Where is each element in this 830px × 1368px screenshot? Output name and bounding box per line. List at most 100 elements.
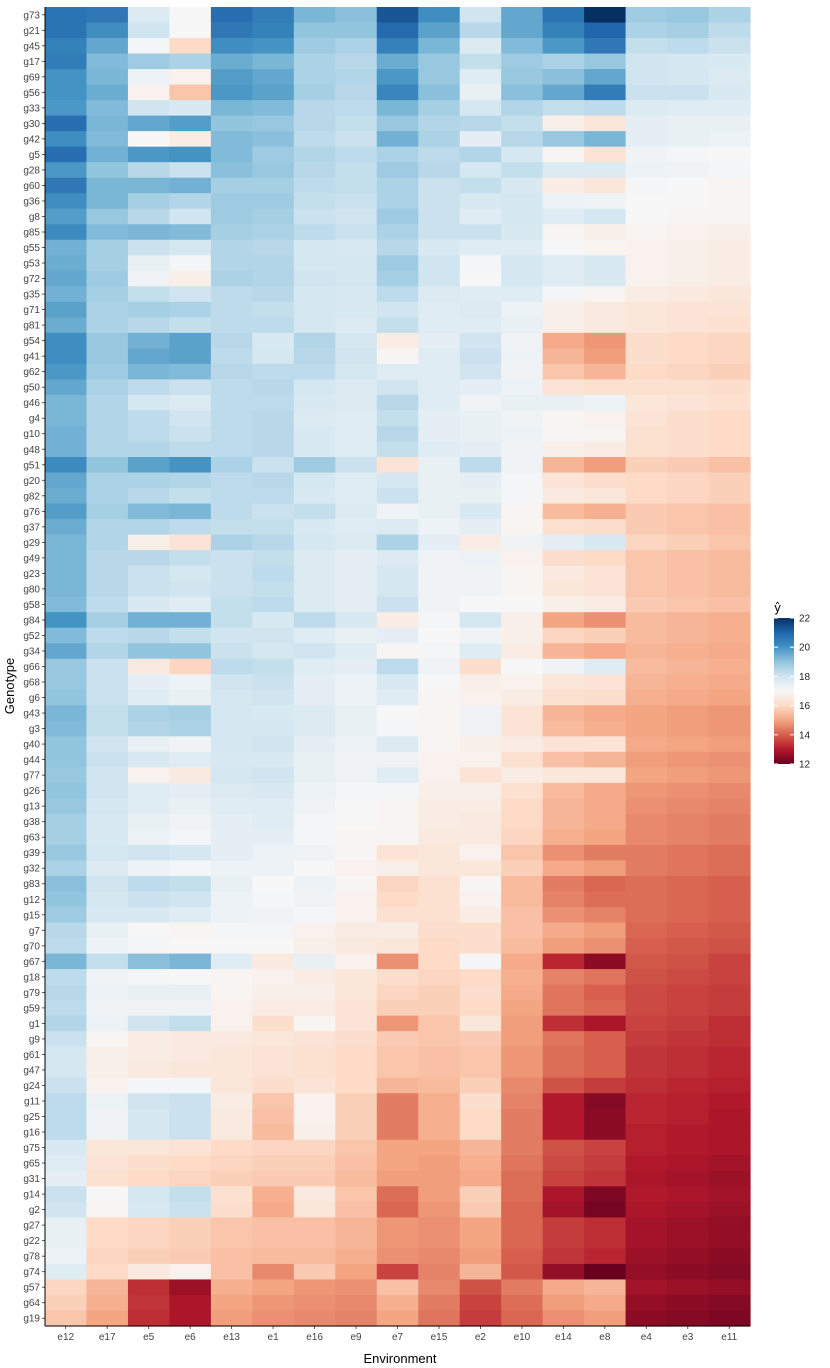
y-tick-label: g39: [23, 848, 40, 859]
heatmap-cell: [210, 782, 253, 799]
heatmap-cell: [667, 239, 710, 256]
heatmap-cell: [293, 332, 336, 349]
heatmap-cell: [335, 519, 378, 536]
heatmap-cell: [335, 1062, 378, 1079]
heatmap-cell: [45, 22, 88, 39]
heatmap-cell: [708, 1294, 751, 1312]
heatmap-cell: [86, 224, 129, 241]
heatmap-cell: [127, 550, 171, 567]
heatmap-cell: [667, 798, 710, 815]
heatmap-cell: [252, 425, 295, 443]
heatmap-cell: [376, 658, 419, 675]
heatmap-cell: [501, 1062, 544, 1079]
heatmap-cell: [625, 627, 668, 644]
heatmap-cell: [376, 177, 419, 194]
heatmap-cell: [625, 1170, 668, 1187]
heatmap-cell: [501, 1294, 544, 1312]
heatmap-cell: [418, 798, 461, 815]
heatmap-cell: [127, 674, 171, 691]
heatmap-cell: [708, 379, 751, 396]
heatmap-cell: [542, 255, 585, 272]
heatmap-cell: [625, 875, 668, 893]
heatmap-cell: [335, 612, 378, 629]
heatmap-cell: [418, 1139, 461, 1156]
y-tick-label: g13: [23, 802, 40, 813]
heatmap-cell: [210, 798, 253, 815]
heatmap-cell: [376, 69, 419, 86]
heatmap-cell: [252, 146, 295, 163]
heatmap-cell: [45, 146, 88, 163]
heatmap-cell: [501, 177, 544, 194]
heatmap-cell: [376, 394, 419, 412]
heatmap-cell: [584, 581, 627, 598]
heatmap-cell: [252, 829, 295, 846]
heatmap-cell: [210, 1046, 253, 1063]
heatmap-cell: [708, 239, 751, 256]
heatmap-cell: [501, 844, 544, 862]
heatmap-cell: [708, 1232, 751, 1250]
heatmap-cell: [625, 84, 668, 101]
heatmap-cell: [708, 115, 751, 132]
heatmap-cell: [708, 394, 751, 412]
heatmap-cell: [293, 984, 336, 1001]
heatmap-cell: [625, 891, 668, 908]
heatmap-cell: [127, 1217, 171, 1234]
heatmap-cell: [210, 348, 253, 365]
heatmap-cell: [210, 270, 253, 287]
heatmap-cell: [459, 565, 502, 582]
heatmap-cell: [86, 457, 129, 474]
heatmap-cell: [667, 1015, 710, 1032]
heatmap-cell: [459, 689, 502, 706]
heatmap-cell: [252, 813, 295, 831]
heatmap-cell: [625, 131, 668, 148]
heatmap-cell: [625, 1294, 668, 1312]
y-tick-label: g79: [23, 988, 40, 999]
y-tick-label: g57: [23, 1283, 40, 1294]
heatmap-cell: [252, 938, 295, 955]
heatmap-cell: [542, 301, 585, 318]
heatmap-cell: [418, 705, 461, 722]
heatmap-cell: [459, 394, 502, 412]
heatmap-cell: [252, 348, 295, 365]
x-tick-label: e10: [514, 1332, 531, 1343]
heatmap-cell: [667, 363, 710, 381]
heatmap-cell: [127, 208, 171, 225]
heatmap-cell: [45, 457, 88, 474]
heatmap-cell: [86, 1186, 129, 1203]
heatmap-cell: [584, 1248, 627, 1265]
heatmap-cell: [501, 115, 544, 132]
heatmap-cell: [252, 1077, 295, 1094]
heatmap-cell: [335, 457, 378, 474]
heatmap-cell: [335, 658, 378, 675]
heatmap-cell: [418, 394, 461, 412]
heatmap-cell: [542, 162, 585, 179]
heatmap-cell: [127, 875, 171, 893]
heatmap-cell: [376, 689, 419, 706]
heatmap-cell: [708, 425, 751, 443]
heatmap-cell: [210, 1077, 253, 1094]
heatmap-cell: [708, 782, 751, 799]
heatmap-cell: [625, 860, 668, 877]
heatmap-cell: [376, 488, 419, 505]
heatmap-cell: [542, 286, 585, 303]
heatmap-cell: [542, 488, 585, 505]
heatmap-cell: [501, 286, 544, 303]
heatmap-cell: [625, 1046, 668, 1063]
heatmap-cell: [127, 239, 171, 256]
heatmap-cell: [542, 643, 585, 660]
heatmap-cell: [169, 550, 212, 567]
heatmap-cell: [293, 1108, 336, 1125]
heatmap-cell: [459, 658, 502, 675]
heatmap-cell: [45, 1000, 88, 1017]
heatmap-cell: [210, 1139, 253, 1156]
heatmap-cell: [45, 627, 88, 644]
heatmap-cell: [376, 115, 419, 132]
y-tick-label: g46: [23, 398, 40, 409]
heatmap-cell: [542, 1108, 585, 1125]
heatmap-cell: [252, 7, 295, 24]
heatmap-cell: [252, 100, 295, 117]
x-tick-label: e14: [555, 1332, 572, 1343]
heatmap-cell: [86, 534, 129, 551]
heatmap-cell: [584, 984, 627, 1001]
heatmap-cell: [127, 1294, 171, 1312]
